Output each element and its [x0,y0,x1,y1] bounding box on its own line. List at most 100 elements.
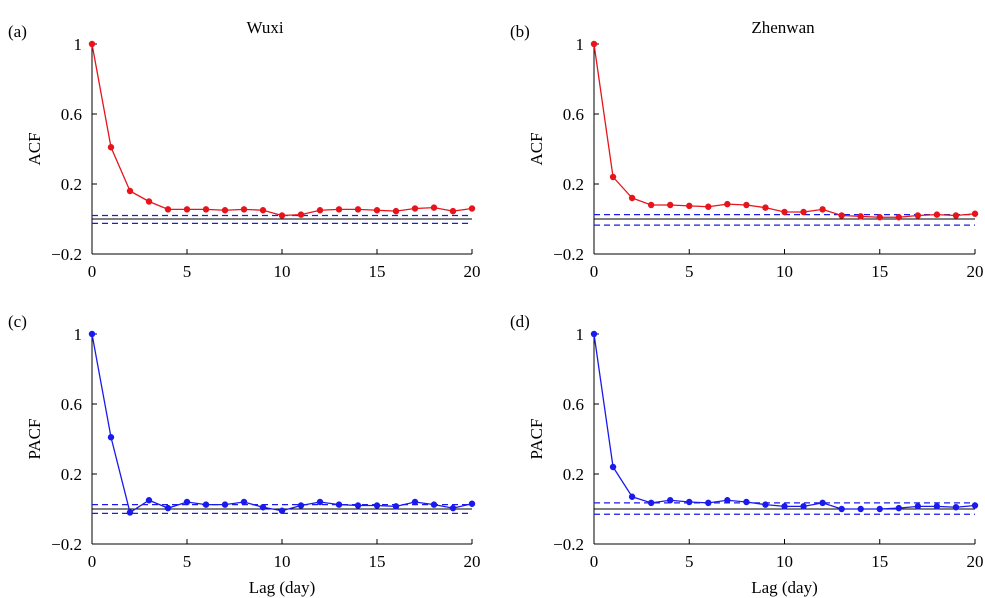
data-point [876,505,883,513]
x-tick-label: 0 [590,552,599,571]
data-point [705,203,712,210]
y-axis-label: ACF [527,132,546,165]
y-tick-label: 1 [74,35,83,54]
data-point [183,206,191,213]
data-point [221,501,229,508]
data-point [126,187,134,195]
y-tick-label: 0.6 [61,105,82,124]
x-tick-label: 20 [464,262,481,281]
data-point [590,40,598,48]
data-point [468,500,476,507]
data-point [819,499,826,507]
series-line [593,333,976,510]
data-point [628,493,636,500]
data-point [686,498,693,506]
chart-title: Zhenwan [751,18,815,37]
data-point [876,214,883,221]
data-point [221,207,229,214]
data-point [202,206,210,213]
panel-label: (b) [510,22,530,41]
y-tick-label: 1 [74,325,83,344]
data-point [609,463,617,471]
data-point [411,498,419,506]
data-point [971,502,979,509]
panel-label: (c) [8,312,27,331]
data-point [430,501,438,508]
data-point [590,330,598,338]
data-point [392,207,400,215]
data-point [667,201,674,209]
data-point [647,499,655,507]
x-tick-label: 15 [369,262,386,281]
data-point [933,211,941,218]
data-point [107,144,115,151]
data-point [914,212,922,219]
data-point [107,434,115,441]
data-point [724,497,731,504]
y-tick-label: 0.2 [563,175,584,194]
data-point [145,198,153,205]
data-point [819,206,826,213]
x-tick-label: 0 [88,262,97,281]
x-tick-label: 10 [274,552,291,571]
data-point [354,206,362,213]
panel-label: (d) [510,312,530,331]
y-tick-label: 1 [576,35,585,54]
y-tick-label: 0.6 [563,395,584,414]
data-point [914,503,922,510]
data-point [278,507,286,514]
y-tick-label: −0.2 [51,535,82,554]
data-point [278,212,286,219]
data-point [762,204,769,211]
chart-title: Wuxi [246,18,283,37]
data-point [609,173,617,181]
data-point [145,497,153,504]
x-tick-label: 5 [183,262,192,281]
data-point [628,194,636,202]
panel-label: (a) [8,22,27,41]
y-tick-label: −0.2 [553,535,584,554]
y-tick-label: 0.6 [61,395,82,414]
data-point [126,509,134,516]
data-point [952,504,960,511]
data-point [259,504,267,511]
data-point [857,505,864,513]
x-tick-label: 10 [776,262,793,281]
data-point [449,207,457,215]
data-point [392,503,400,510]
data-point [430,204,438,211]
x-tick-label: 10 [274,262,291,281]
x-tick-label: 0 [88,552,97,571]
data-point [743,498,750,506]
series-line [91,43,473,217]
data-point [316,207,324,214]
data-point [240,498,248,506]
data-point [800,503,807,510]
data-point [724,200,731,208]
data-point [259,207,267,214]
data-point [781,208,788,216]
data-point [297,502,305,509]
data-point [667,497,674,504]
data-point [164,206,172,213]
y-tick-label: 0.2 [563,465,584,484]
x-tick-label: 10 [776,552,793,571]
data-point [354,502,362,509]
x-tick-label: 15 [871,262,888,281]
x-tick-label: 5 [685,262,694,281]
data-point [240,206,248,213]
data-point [202,501,210,508]
x-tick-label: 20 [967,552,984,571]
data-point [933,503,941,510]
data-point [88,330,96,338]
y-axis-label: PACF [25,419,44,460]
x-tick-label: 15 [871,552,888,571]
x-axis-label: Lag (day) [249,578,316,597]
y-axis-label: ACF [25,132,44,165]
y-tick-label: 0.2 [61,465,82,484]
data-point [335,206,343,213]
data-point [449,504,457,512]
data-point [373,207,381,214]
data-point [164,504,172,512]
